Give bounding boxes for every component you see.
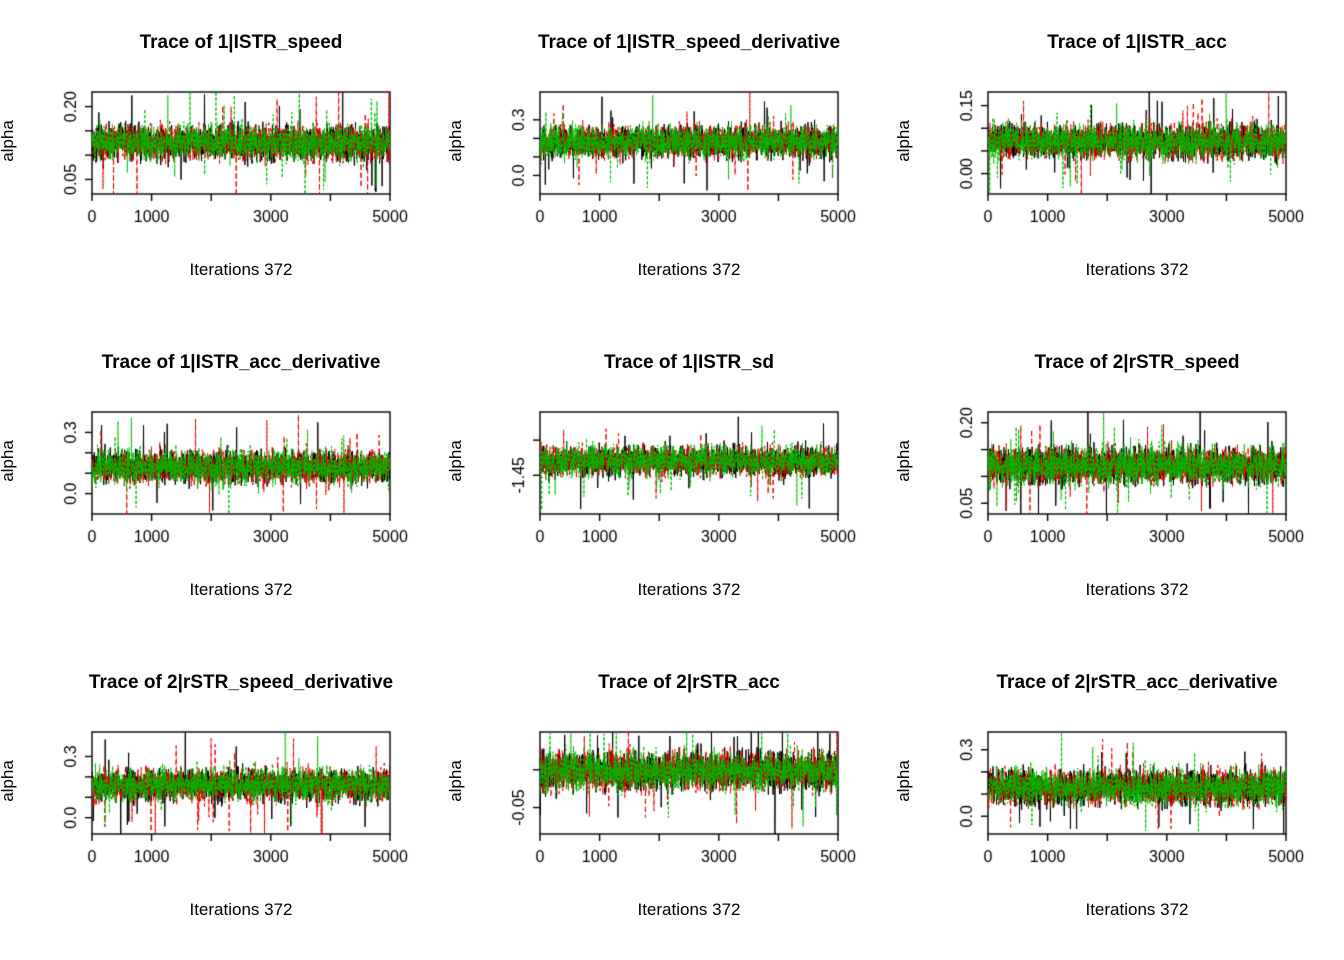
panel-title: Trace of 1|ISTR_speed [139, 32, 343, 53]
trace-panel: Trace of 2|rSTR_acc alpha Iterations 372 [448, 640, 896, 960]
trace-plot-canvas [896, 0, 1344, 320]
x-axis-label: Iterations 372 [1085, 900, 1189, 919]
trace-panel: Trace of 1|ISTR_speed alpha Iterations 3… [0, 0, 448, 320]
trace-plot-canvas [896, 320, 1344, 640]
x-axis-label: Iterations 372 [1085, 260, 1189, 279]
trace-plot-canvas [0, 0, 448, 320]
trace-panel: Trace of 1|ISTR_sd alpha Iterations 372 [448, 320, 896, 640]
y-axis-label: alpha [0, 440, 17, 482]
y-axis-label: alpha [896, 120, 913, 162]
y-axis-label: alpha [0, 120, 17, 162]
trace-panel: Trace of 1|ISTR_speed_derivative alpha I… [448, 0, 896, 320]
y-axis-label: alpha [448, 120, 465, 162]
panel-title: Trace of 2|rSTR_speed_derivative [88, 672, 394, 693]
y-axis-label: alpha [448, 440, 465, 482]
x-axis-label: Iterations 372 [637, 260, 741, 279]
trace-panel: Trace of 2|rSTR_speed_derivative alpha I… [0, 640, 448, 960]
panel-title: Trace of 1|ISTR_sd [603, 352, 775, 373]
panel-title: Trace of 2|rSTR_acc [598, 672, 780, 693]
x-axis-label: Iterations 372 [637, 900, 741, 919]
y-axis-label: alpha [896, 440, 913, 482]
panel-title: Trace of 2|rSTR_speed [1034, 352, 1240, 373]
x-axis-label: Iterations 372 [189, 900, 293, 919]
panel-title: Trace of 1|ISTR_acc_derivative [101, 352, 381, 373]
trace-panel: Trace of 2|rSTR_acc_derivative alpha Ite… [896, 640, 1344, 960]
trace-plot-canvas [448, 320, 896, 640]
y-axis-label: alpha [0, 760, 17, 802]
panel-title: Trace of 1|ISTR_acc [1047, 32, 1227, 53]
x-axis-label: Iterations 372 [189, 580, 293, 599]
panel-title: Trace of 1|ISTR_speed_derivative [537, 32, 841, 53]
trace-plot-canvas [448, 0, 896, 320]
trace-panel: Trace of 1|ISTR_acc alpha Iterations 372 [896, 0, 1344, 320]
x-axis-label: Iterations 372 [189, 260, 293, 279]
trace-plot-canvas [0, 640, 448, 960]
trace-plot-canvas [0, 320, 448, 640]
panel-title: Trace of 2|rSTR_acc_derivative [996, 672, 1278, 693]
trace-panel: Trace of 1|ISTR_acc_derivative alpha Ite… [0, 320, 448, 640]
trace-plot-canvas [448, 640, 896, 960]
y-axis-label: alpha [448, 760, 465, 802]
trace-panel: Trace of 2|rSTR_speed alpha Iterations 3… [896, 320, 1344, 640]
y-axis-label: alpha [896, 760, 913, 802]
trace-plot-canvas [896, 640, 1344, 960]
x-axis-label: Iterations 372 [1085, 580, 1189, 599]
x-axis-label: Iterations 372 [637, 580, 741, 599]
